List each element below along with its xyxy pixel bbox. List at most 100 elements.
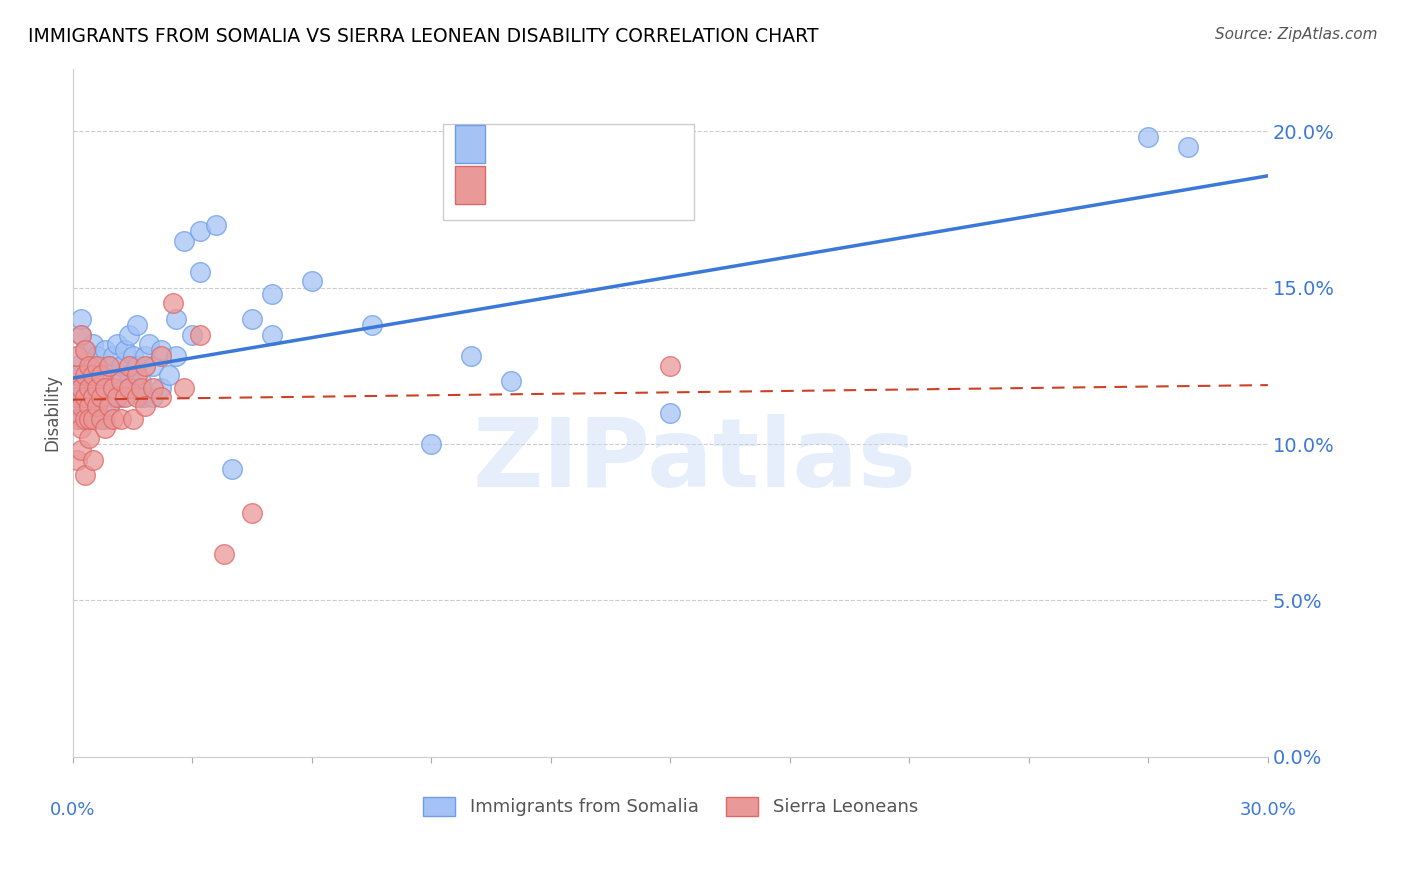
Point: [77, 390, 100, 404]
Point: [97, 359, 120, 373]
Text: Source: ZipAtlas.com: Source: ZipAtlas.com: [1215, 27, 1378, 42]
Point: [82, 337, 104, 351]
Text: R = 0.475: R = 0.475: [501, 135, 607, 153]
Point: [360, 318, 382, 332]
Point: [1177, 140, 1199, 154]
Point: [70, 443, 93, 458]
Point: [190, 224, 212, 238]
Point: [101, 381, 124, 395]
Point: [110, 412, 132, 426]
Point: [149, 390, 172, 404]
Point: [121, 412, 143, 426]
Point: [70, 311, 93, 326]
Point: [82, 390, 104, 404]
Point: [101, 381, 124, 395]
Point: [205, 218, 228, 232]
Point: [77, 412, 100, 426]
Point: [97, 359, 120, 373]
Point: [190, 265, 212, 279]
Text: ZIPatlas: ZIPatlas: [472, 415, 917, 508]
Point: [70, 368, 93, 383]
Point: [82, 406, 104, 420]
Point: [149, 350, 172, 364]
Point: [70, 400, 93, 414]
Point: [110, 390, 132, 404]
Point: [82, 412, 104, 426]
Point: [97, 400, 120, 414]
Y-axis label: Disability: Disability: [44, 374, 60, 451]
Point: [73, 400, 96, 414]
Point: [162, 296, 184, 310]
Point: [105, 390, 128, 404]
Point: [659, 406, 682, 420]
Point: [90, 412, 112, 426]
Point: [86, 350, 108, 364]
Point: [86, 381, 108, 395]
Point: [94, 381, 117, 395]
Point: [262, 286, 284, 301]
Point: [86, 359, 108, 373]
Point: [82, 359, 104, 373]
Point: [142, 390, 165, 404]
Point: [121, 350, 143, 364]
Point: [114, 343, 136, 358]
Point: [125, 318, 148, 332]
Point: [118, 368, 141, 383]
Point: [66, 381, 89, 395]
Point: [82, 452, 104, 467]
Point: [66, 368, 89, 383]
Point: [420, 437, 443, 451]
Text: 0.0%: 0.0%: [51, 801, 96, 819]
Point: [134, 400, 156, 414]
Point: [66, 452, 89, 467]
Point: [66, 390, 89, 404]
Point: [77, 412, 100, 426]
Point: [90, 368, 112, 383]
Point: [73, 368, 96, 383]
Point: [110, 375, 132, 389]
Point: [149, 381, 172, 395]
FancyBboxPatch shape: [456, 125, 485, 162]
Point: [105, 337, 128, 351]
Point: [129, 375, 152, 389]
Point: [70, 381, 93, 395]
Point: [157, 368, 180, 383]
Point: [125, 390, 148, 404]
Point: [73, 412, 96, 426]
Point: [73, 381, 96, 395]
Point: [214, 547, 236, 561]
Point: [94, 381, 117, 395]
Point: [70, 412, 93, 426]
Point: [77, 381, 100, 395]
Point: [1137, 130, 1160, 145]
Point: [134, 359, 156, 373]
Point: [66, 400, 89, 414]
Point: [166, 350, 188, 364]
Point: [86, 375, 108, 389]
Point: [94, 343, 117, 358]
Point: [118, 381, 141, 395]
Point: [125, 359, 148, 373]
Point: [90, 390, 112, 404]
Point: [70, 327, 93, 342]
Point: [190, 327, 212, 342]
Point: [66, 350, 89, 364]
Point: [142, 381, 165, 395]
Point: [77, 359, 100, 373]
Point: [97, 400, 120, 414]
Point: [86, 400, 108, 414]
Text: IMMIGRANTS FROM SOMALIA VS SIERRA LEONEAN DISABILITY CORRELATION CHART: IMMIGRANTS FROM SOMALIA VS SIERRA LEONEA…: [28, 27, 818, 45]
Point: [66, 412, 89, 426]
Point: [149, 343, 172, 358]
Point: [70, 421, 93, 435]
Point: [73, 468, 96, 483]
Point: [118, 327, 141, 342]
Point: [90, 390, 112, 404]
Point: [181, 327, 204, 342]
Point: [129, 390, 152, 404]
Point: [114, 390, 136, 404]
Point: [70, 327, 93, 342]
Point: [94, 412, 117, 426]
Point: [134, 350, 156, 364]
Point: [90, 368, 112, 383]
